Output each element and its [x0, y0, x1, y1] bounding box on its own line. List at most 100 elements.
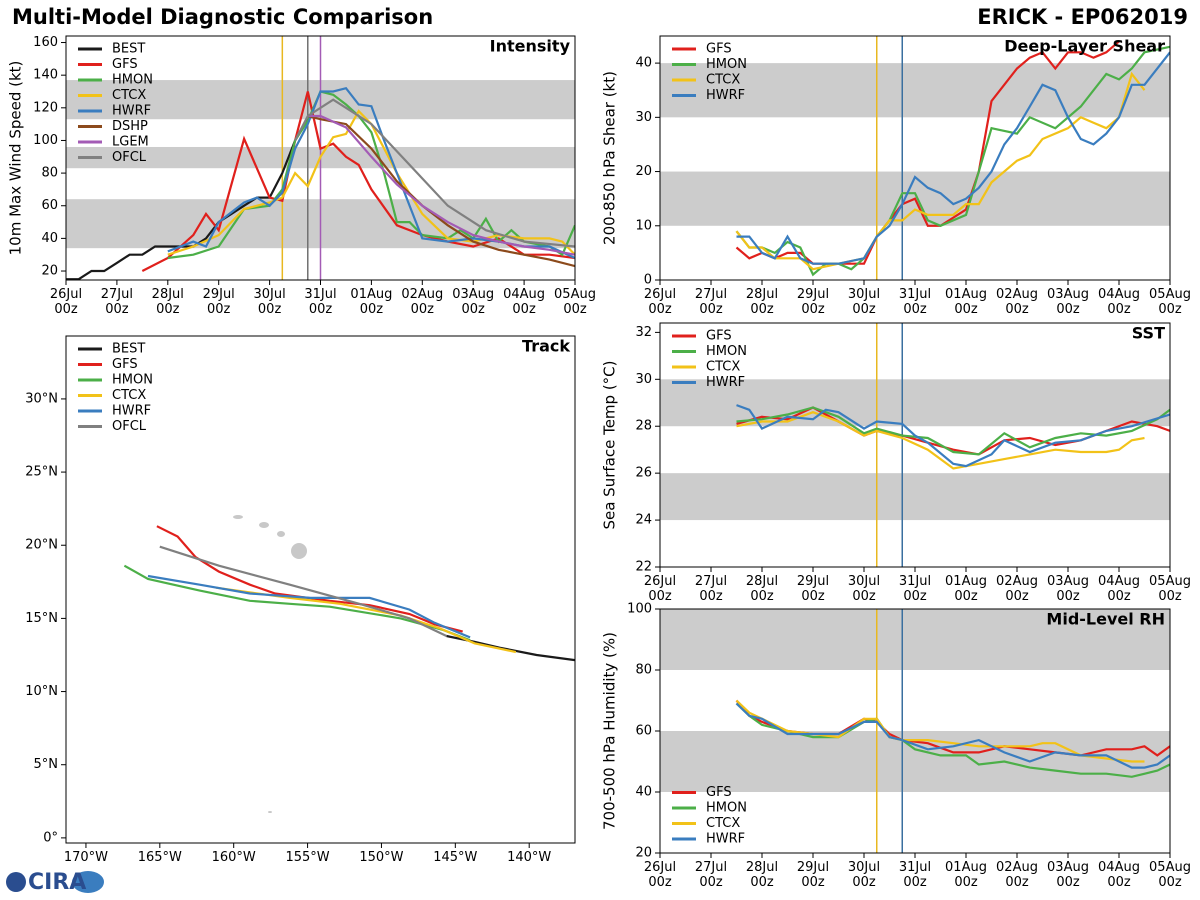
- legend-label: CTCX: [706, 360, 740, 375]
- y-tick-label: 28: [635, 419, 652, 434]
- legend-label: HWRF: [112, 104, 151, 119]
- plot-area: [66, 36, 575, 280]
- legend-label: HWRF: [706, 375, 745, 390]
- band: [660, 473, 1170, 521]
- x-tick-label: 05Aug 00z: [1149, 574, 1191, 604]
- legend-label: HWRF: [706, 832, 745, 847]
- series-line: [736, 404, 1170, 468]
- x-tick-label: 01Aug 00z: [945, 287, 987, 317]
- y-tick-label: 24: [635, 513, 652, 528]
- x-tick-label: 26Jul 00z: [643, 287, 677, 317]
- plot-area: [660, 609, 1170, 853]
- islands: [233, 515, 307, 813]
- x-tick-label: 30Jul 00z: [253, 287, 286, 317]
- x-tick-label: 05Aug 00z: [1149, 860, 1191, 890]
- band: [660, 609, 1170, 670]
- legend-label: CTCX: [706, 816, 740, 831]
- x-tick-label: 29Jul 00z: [202, 287, 235, 317]
- panel-title: Mid-Level RH: [1046, 610, 1165, 629]
- y-tick-label: 30: [635, 110, 652, 125]
- series-line: [736, 51, 1170, 265]
- y-tick-label: 20: [41, 264, 58, 279]
- legend-label: HWRF: [706, 88, 745, 103]
- legend-label: HMON: [706, 344, 747, 359]
- legend-label: BEST: [112, 42, 145, 57]
- logo: CIRA: [6, 870, 104, 895]
- x-tick-label: 30Jul 00z: [847, 860, 881, 890]
- x-tick-label: 29Jul 00z: [796, 574, 830, 604]
- legend-label: GFS: [112, 57, 138, 72]
- x-tick-label: 31Jul 00z: [898, 574, 932, 604]
- x-tick-label: 170°W: [63, 850, 109, 865]
- legend-label: OFCL: [112, 150, 147, 165]
- logo-text: CIRA: [28, 870, 86, 895]
- x-tick-label: 155°W: [285, 850, 330, 865]
- x-tick-label: 165°W: [137, 850, 182, 865]
- x-tick-label: 01Aug 00z: [945, 574, 987, 604]
- x-tick-label: 26Jul 00z: [643, 860, 677, 890]
- x-tick-label: 03Aug 00z: [1047, 287, 1089, 317]
- x-tick-label: 28Jul 00z: [745, 287, 779, 317]
- x-tick-label: 31Jul 00z: [898, 860, 932, 890]
- series-line: [735, 702, 1170, 769]
- y-axis-label: 200-850 hPa Shear (kt): [601, 71, 619, 245]
- y-tick-label: 22: [635, 560, 652, 575]
- y-tick-label: 80: [41, 166, 58, 181]
- series-line: [167, 86, 575, 260]
- x-tick-label: 29Jul 00z: [796, 860, 830, 890]
- x-tick-label: 29Jul 00z: [796, 287, 830, 317]
- legend-label: CTCX: [112, 88, 146, 103]
- legend-label: DSHP: [112, 119, 148, 134]
- plot-area: [123, 525, 575, 662]
- y-tick-label: 60: [635, 724, 652, 739]
- legend-label: BEST: [112, 342, 145, 357]
- x-tick-label: 04Aug 00z: [1098, 574, 1140, 604]
- x-tick-label: 02Aug 00z: [996, 860, 1038, 890]
- legend-label: HWRF: [112, 404, 151, 419]
- y-tick-label: 30°N: [25, 391, 58, 406]
- x-tick-label: 04Aug 00z: [1098, 860, 1140, 890]
- y-tick-label: 20°N: [25, 538, 58, 553]
- island: [268, 811, 272, 813]
- band: [660, 379, 1170, 427]
- series-line: [735, 71, 1146, 271]
- x-tick-label: 30Jul 00z: [847, 574, 881, 604]
- x-tick-label: 05Aug 00z: [1149, 287, 1191, 317]
- y-tick-label: 20: [635, 846, 652, 861]
- series-line: [123, 564, 471, 642]
- panel-title: SST: [1132, 324, 1165, 343]
- legend-label: CTCX: [706, 73, 740, 88]
- x-tick-label: 150°W: [359, 850, 404, 865]
- panel-title: Intensity: [490, 37, 571, 56]
- legend-label: HMON: [706, 801, 747, 816]
- y-tick-label: 140: [33, 68, 58, 83]
- x-tick-label: 31Jul 00z: [898, 287, 932, 317]
- y-tick-label: 160: [33, 35, 58, 50]
- series-line: [156, 525, 463, 633]
- y-tick-label: 32: [635, 325, 652, 340]
- x-tick-label: 02Aug 00z: [996, 287, 1038, 317]
- page-title: Multi-Model Diagnostic Comparison: [12, 5, 433, 29]
- x-tick-label: 28Jul 00z: [745, 574, 779, 604]
- series-line: [307, 114, 575, 256]
- plot-area: [660, 323, 1170, 567]
- x-tick-label: 27Jul 00z: [694, 574, 728, 604]
- x-tick-label: 30Jul 00z: [847, 287, 881, 317]
- y-tick-label: 26: [635, 466, 652, 481]
- series-line: [736, 411, 1145, 470]
- island: [291, 543, 307, 559]
- panel-title: Track: [522, 337, 570, 356]
- x-tick-label: 01Aug 00z: [945, 860, 987, 890]
- legend-label: HMON: [112, 73, 153, 88]
- y-tick-label: 60: [41, 198, 58, 213]
- y-tick-label: 100: [627, 602, 652, 617]
- panel-title: Deep-Layer Shear: [1004, 37, 1165, 56]
- plot-area: [660, 36, 1170, 280]
- legend-label: GFS: [706, 785, 732, 800]
- y-axis-label: 10m Max Wind Speed (kt): [7, 61, 25, 256]
- y-tick-label: 40: [41, 231, 58, 246]
- y-tick-label: 25°N: [25, 465, 58, 480]
- x-tick-label: 02Aug 00z: [401, 287, 444, 317]
- x-tick-label: 31Jul 00z: [304, 287, 337, 317]
